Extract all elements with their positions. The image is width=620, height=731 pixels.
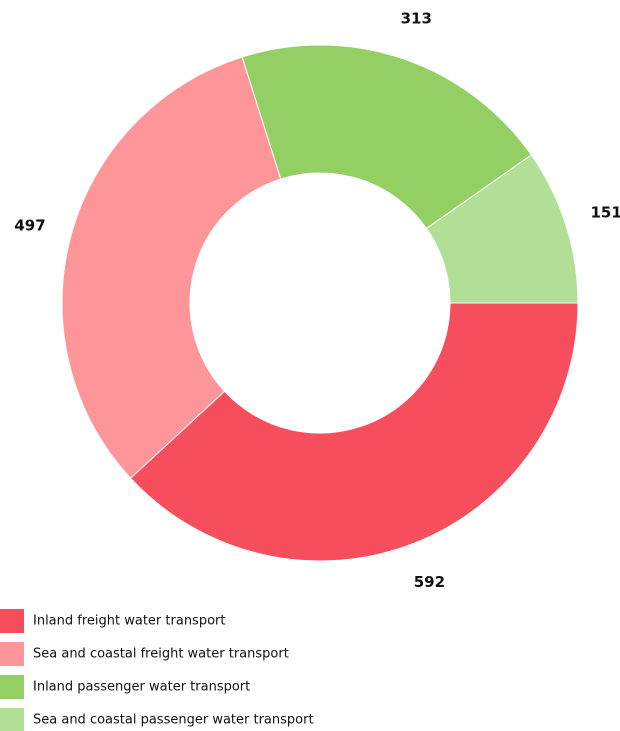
donut-slice [129,302,579,562]
legend-label: Inland freight water transport [33,614,225,629]
donut-slice [425,154,579,304]
legend-swatch [0,609,24,633]
legend-swatch [0,642,24,666]
value-label: 497 [14,217,45,235]
value-label: 313 [401,9,432,27]
donut-slice [61,56,282,479]
legend-label: Inland passenger water transport [33,680,250,695]
legend-swatch [0,675,24,699]
legend-label: Sea and coastal passenger water transpor… [33,713,314,728]
legend-label: Sea and coastal freight water transport [33,647,289,662]
value-label: 151 [590,203,620,221]
donut-slice [241,44,533,230]
legend-swatch [0,708,24,731]
value-label: 592 [414,573,445,591]
